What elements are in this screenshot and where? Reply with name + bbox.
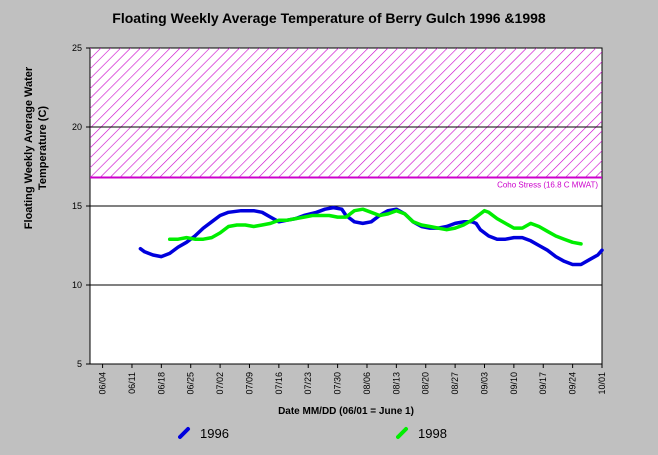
y-tick-label: 25: [72, 43, 82, 53]
x-tick-label: 09/03: [479, 372, 489, 395]
coho-stress-band: [90, 48, 602, 178]
x-tick-label: 07/09: [244, 372, 254, 395]
x-tick-label: 09/24: [568, 372, 578, 395]
y-tick-label: 5: [77, 359, 82, 369]
x-tick-label: 08/27: [450, 372, 460, 395]
x-tick-label: 07/30: [333, 372, 343, 395]
legend-label-1998: 1998: [418, 426, 447, 441]
x-tick-label: 06/11: [127, 372, 137, 394]
coho-stress-label: Coho Stress (16.8 C MWAT): [497, 181, 598, 190]
legend-swatch-1998: [396, 427, 408, 439]
y-tick-label: 10: [72, 280, 82, 290]
series-line-1998: [167, 207, 583, 246]
x-tick-label: 07/23: [303, 372, 313, 395]
y-tick-label: 15: [72, 201, 82, 211]
x-tick-label: 07/16: [274, 372, 284, 395]
legend-swatch-1996: [178, 427, 190, 439]
x-axis-label: Date MM/DD (06/01 = June 1): [278, 406, 414, 417]
x-tick-label: 07/02: [215, 372, 225, 395]
x-tick-label: 09/17: [538, 372, 548, 395]
x-tick-label: 08/13: [391, 372, 401, 395]
x-tick-label: 10/01: [597, 372, 607, 395]
x-tick-label: 06/18: [156, 372, 166, 395]
chart-title: Floating Weekly Average Temperature of B…: [112, 10, 546, 26]
x-tick-label: 06/04: [98, 372, 108, 395]
x-tick-label: 06/25: [186, 372, 196, 395]
y-tick-label: 20: [72, 122, 82, 132]
x-tick-label: 08/06: [362, 372, 372, 395]
x-tick-label: 08/20: [421, 372, 431, 395]
x-tick-label: 09/10: [509, 372, 519, 395]
legend-label-1996: 1996: [200, 426, 229, 441]
